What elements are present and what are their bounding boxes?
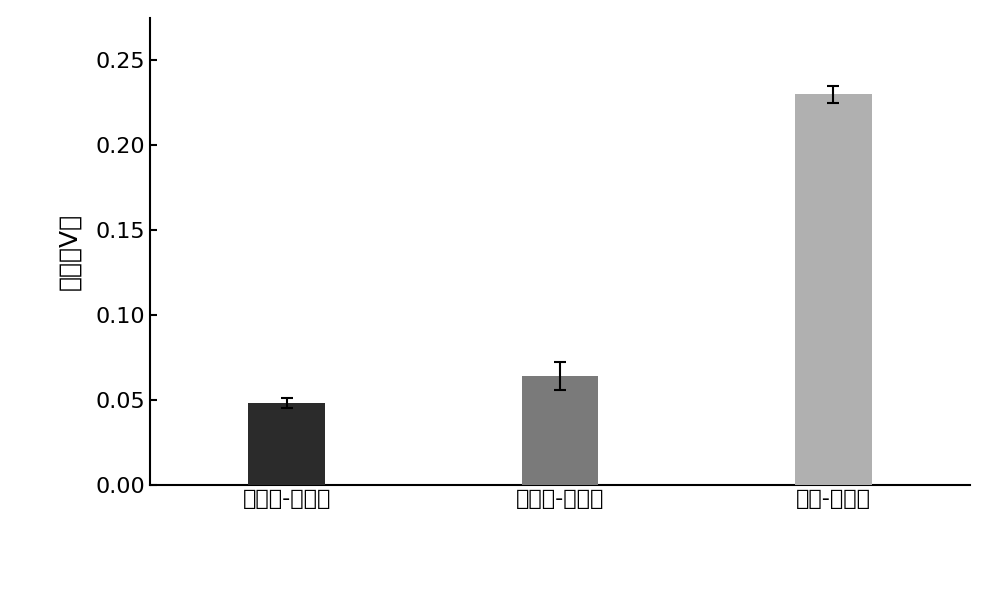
Bar [248,403,325,485]
Y-axis label: 电压（V）: 电压（V） [58,213,82,290]
Bar [522,376,598,485]
Bar [795,94,872,485]
